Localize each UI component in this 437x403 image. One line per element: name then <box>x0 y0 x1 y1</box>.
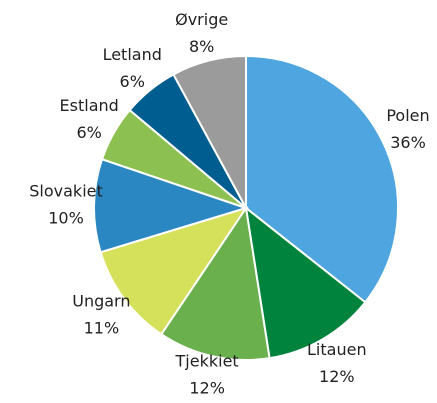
pie-slice <box>93 157 250 254</box>
slice-label: Litauen <box>307 340 367 359</box>
slice-label: Slovakiet <box>29 182 103 201</box>
slice-value-label: 12% <box>319 367 355 386</box>
slice-value-label: 36% <box>390 133 426 152</box>
slice-value-label: 10% <box>48 209 84 228</box>
slice-value-label: 6% <box>120 72 145 91</box>
slice-label: Tjekkiet <box>175 352 239 371</box>
pie-slice <box>99 206 249 336</box>
slice-value-label: 8% <box>189 37 214 56</box>
slice-value-label: 12% <box>189 379 225 398</box>
slice-label: Polen <box>386 106 429 125</box>
pie-slice <box>245 54 399 304</box>
slice-label: Øvrige <box>175 10 228 29</box>
slice-label: Ungarn <box>72 292 130 311</box>
slice-label: Estland <box>60 96 119 115</box>
slice-label: Letland <box>103 45 162 64</box>
pie-slice <box>159 205 271 361</box>
slice-value-label: 11% <box>84 319 120 338</box>
pie-slice <box>172 54 247 209</box>
pie-slice <box>244 205 367 360</box>
slice-value-label: 6% <box>76 123 101 142</box>
